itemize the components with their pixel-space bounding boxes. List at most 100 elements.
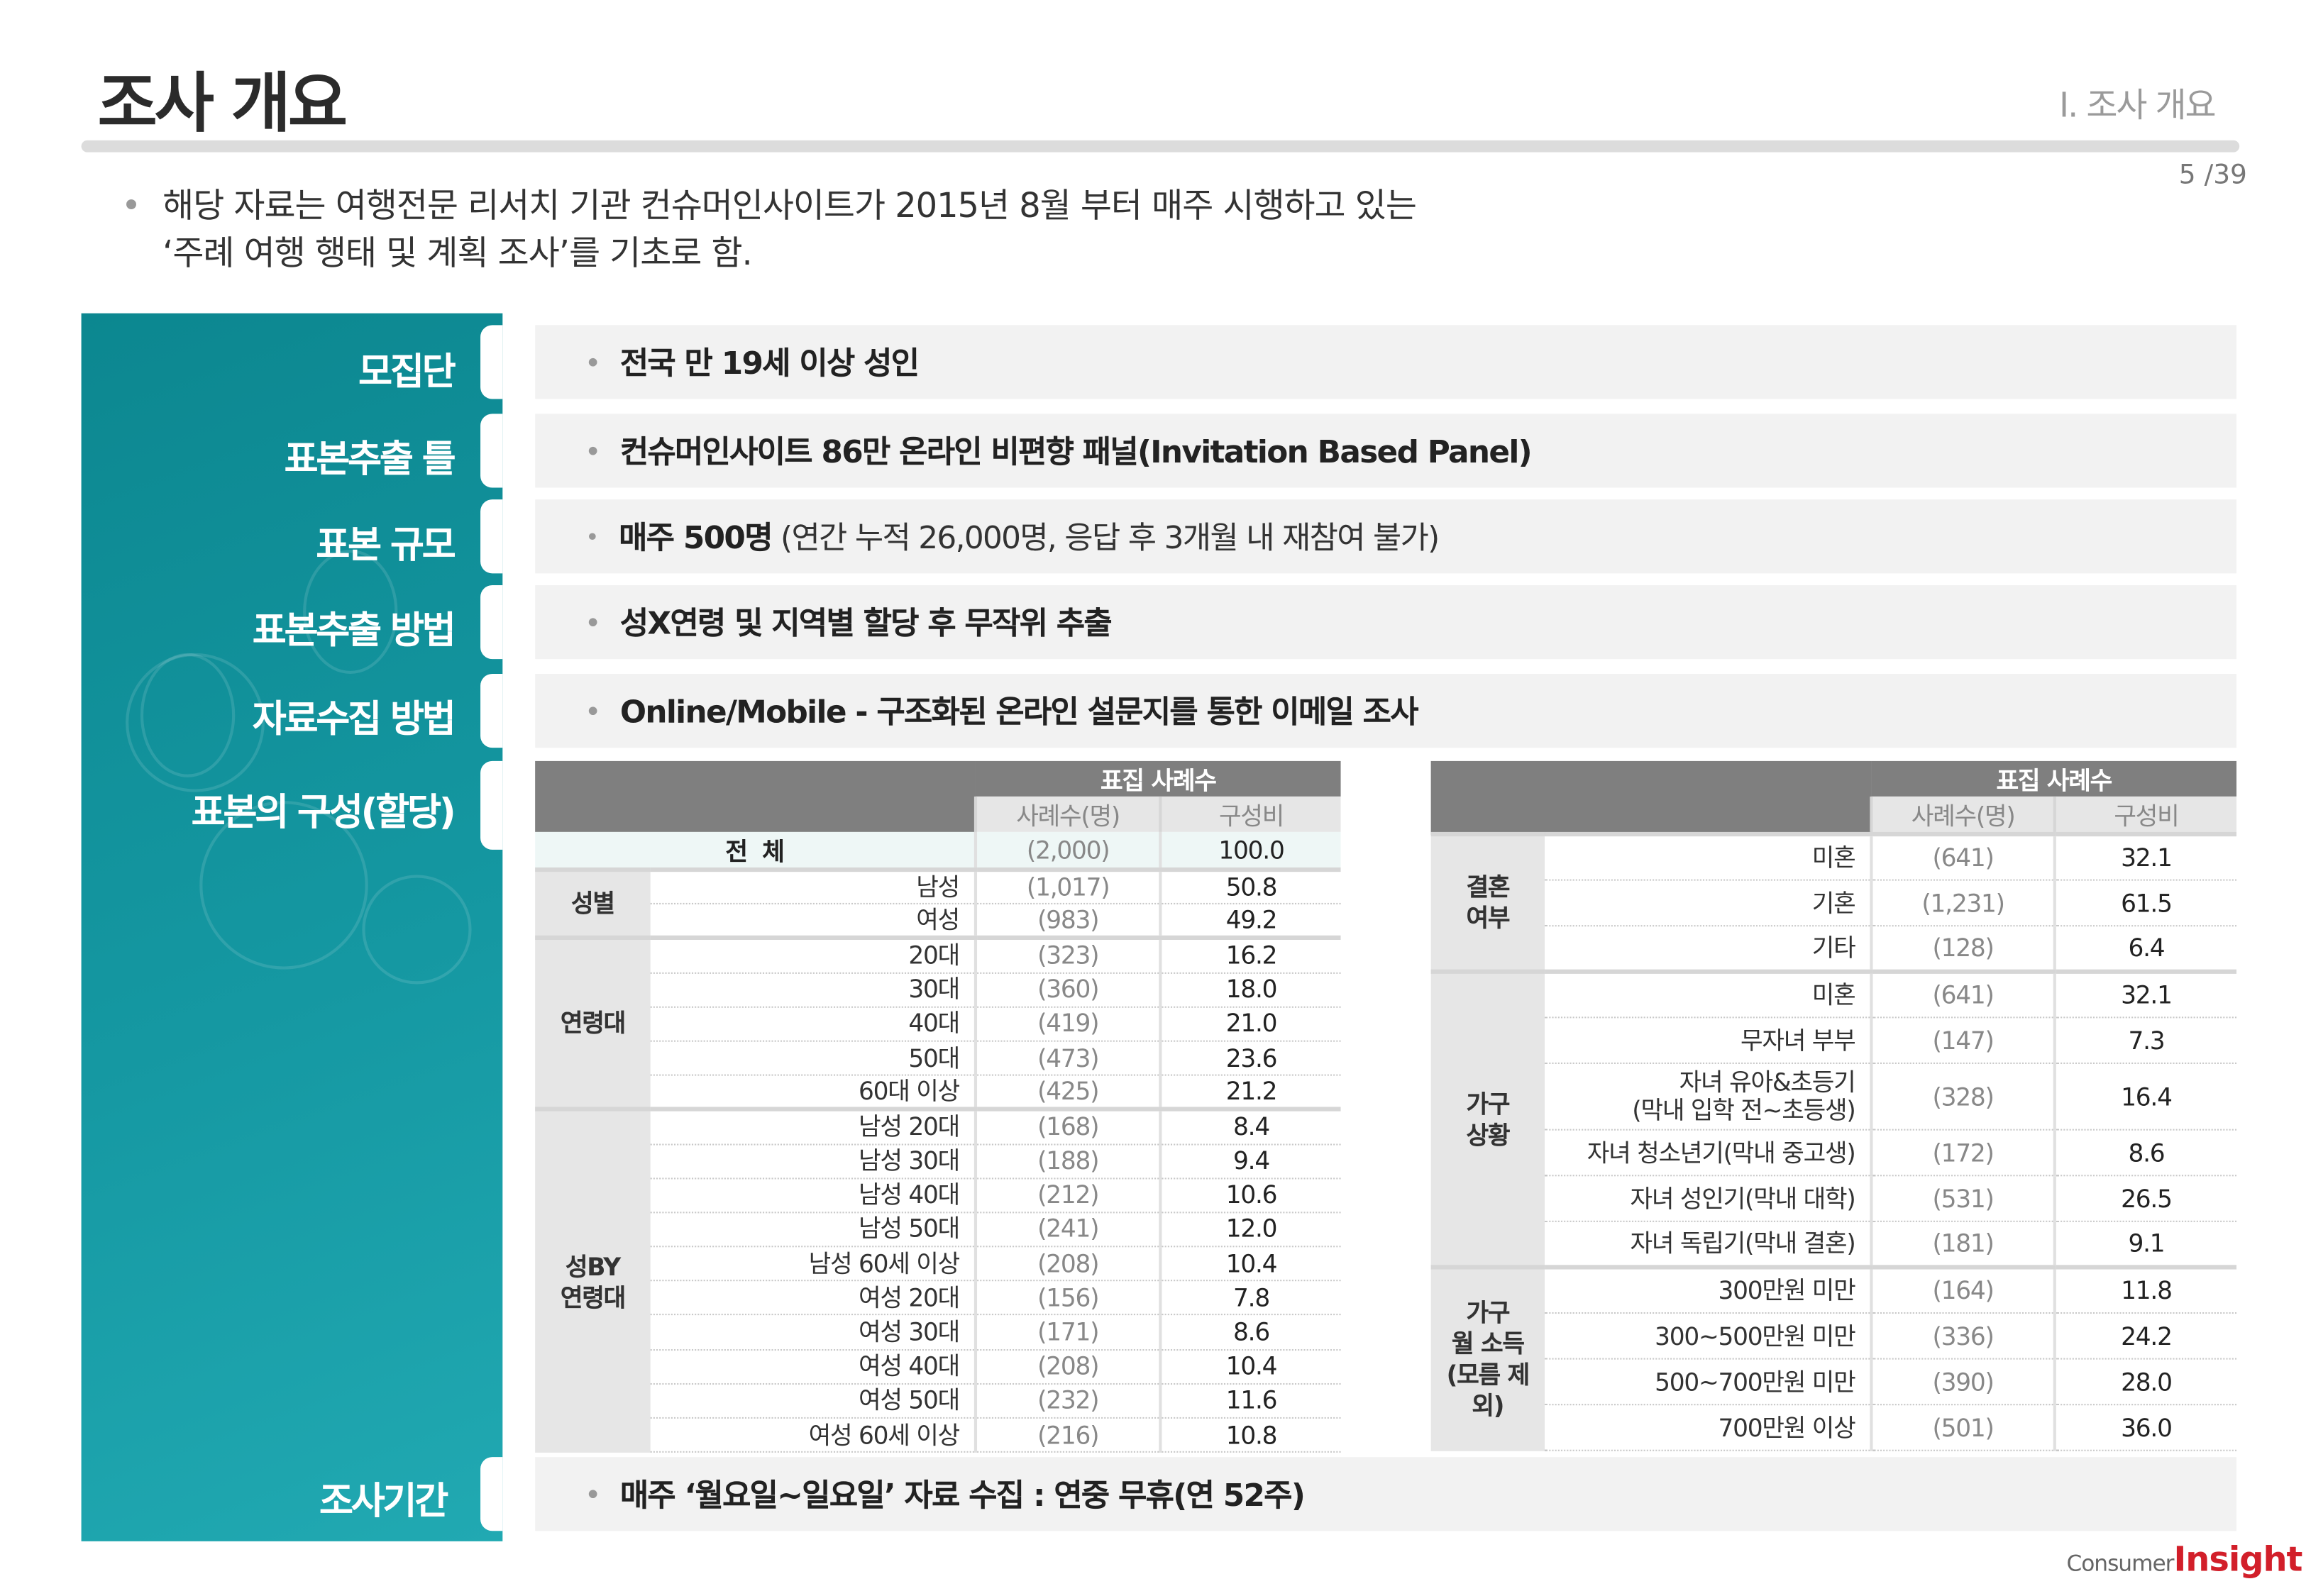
intro-line-1: 해당 자료는 여행전문 리서치 기관 컨슈머인사이트가 2015년 8월 부터 … (162, 187, 1417, 226)
sampling-method-row: • 성X연령 및 지역별 할당 후 무작위 추출 (535, 584, 2237, 660)
sidebar-item-population: 모집단 (358, 350, 456, 394)
sidebar-item-sampling-frame: 표본추출 틀 (284, 437, 456, 481)
row-count: (641) (1870, 969, 2055, 1019)
wifi-decoration-icon (362, 875, 472, 985)
row-ratio: 49.2 (1159, 904, 1341, 939)
row-label: 여성 (650, 904, 976, 939)
row-count: (188) (973, 1143, 1161, 1179)
sampling-frame-row: • 컨슈머인사이트 86만 온라인 비편향 패널(Invitation Based… (535, 414, 2237, 488)
table-row: 기타 (128) 6.4 (1431, 926, 2237, 972)
row-ratio: 7.8 (1159, 1280, 1341, 1317)
table-row: 여성 20대 (156) 7.8 (535, 1280, 1341, 1317)
row-ratio: 16.4 (2053, 1063, 2237, 1131)
header-count: 사례수(명) (1870, 796, 2055, 835)
person-decoration-icon (199, 801, 368, 970)
group-label: 가구 월 소득 (모름 제외) (1430, 1265, 1545, 1451)
collection-method-row: • Online/Mobile - 구조화된 온라인 설문지를 통한 이메일 조사 (535, 673, 2237, 748)
table-row: 30대 (360) 18.0 (535, 972, 1341, 1008)
row-label: 여성 60세 이상 (650, 1417, 976, 1453)
row-ratio: 32.1 (2053, 831, 2237, 881)
row-label: 300만원 미만 (1545, 1265, 1872, 1314)
row-ratio: 26.5 (2053, 1175, 2237, 1222)
logo-text-consumer: Consumer (2066, 1550, 2174, 1577)
table-row: 성별 남성 (1,017) 50.8 (535, 867, 1341, 938)
header-blank (535, 760, 976, 832)
period-row: • 매주 ‘월요일~일요일’ 자료 수집 : 연중 무휴(연 52주) (535, 1457, 2237, 1531)
row-label: 500~700만원 미만 (1545, 1358, 1872, 1406)
row-ratio: 24.2 (2053, 1313, 2237, 1360)
row-count: (531) (1870, 1175, 2055, 1222)
row-ratio: 11.8 (2053, 1265, 2237, 1314)
row-ratio: 28.0 (2053, 1358, 2237, 1406)
row-count: (128) (1870, 926, 2055, 972)
row-count: (164) (1870, 1265, 2055, 1314)
row-label: 기타 (1545, 926, 1872, 972)
row-label: 남성 40대 (650, 1177, 976, 1214)
row-count: (336) (1870, 1313, 2055, 1360)
row-ratio: 18.0 (1159, 972, 1341, 1008)
row-count: (208) (973, 1246, 1161, 1282)
row-count: (232) (973, 1383, 1161, 1419)
row-ratio: 8.6 (1159, 1315, 1341, 1351)
population-row: • 전국 만 19세 이상 성인 (535, 325, 2237, 399)
total-ratio: 100.0 (1159, 831, 1341, 870)
row-ratio: 6.4 (2053, 926, 2237, 972)
row-count: (323) (973, 936, 1161, 973)
bullet-icon: • (121, 187, 141, 226)
sidebar-tab (480, 584, 503, 660)
row-ratio: 7.3 (2053, 1017, 2237, 1064)
row-ratio: 8.6 (2053, 1129, 2237, 1177)
period-text: 매주 ‘월요일~일요일’ 자료 수집 : 연중 무휴(연 52주) (619, 1478, 1306, 1514)
table-row: 남성 30대 (188) 9.4 (535, 1143, 1341, 1179)
sample-composition-table-right: 표집 사례수 사례수(명) 구성비 결혼 여부 미혼 (641) 32.1 기혼 (1,23… (1430, 760, 2237, 1451)
table-row: 기혼 (1,231) 61.5 (1431, 880, 2237, 927)
table-row: 가구 상황 미혼 (641) 32.1 (1430, 969, 2237, 1268)
row-ratio: 23.6 (1159, 1041, 1341, 1076)
row-label: 남성 60세 이상 (650, 1246, 976, 1282)
row-count: (208) (973, 1349, 1161, 1385)
intro-line-2: ‘주례 여행 행태 및 계획 조사’를 기초로 함. (162, 235, 753, 274)
group-label: 성BY 연령대 (535, 1107, 651, 1453)
header-sample-count: 표집 사례수 (975, 760, 1341, 797)
sample-size-detail: (연간 누적 26,000명, 응답 후 3개월 내 재참여 불가) (771, 520, 1440, 556)
row-count: (1,231) (1870, 880, 2055, 927)
table-row: 자녀 독립기(막내 결혼) (181) 9.1 (1431, 1221, 2237, 1268)
group-label: 성별 (535, 867, 651, 938)
sample-size-text: 매주 500명 (619, 520, 773, 556)
table-row: 700만원 이상 (501) 36.0 (1431, 1404, 2237, 1451)
table-row: 자녀 성인기(막내 대학) (531) 26.5 (1431, 1175, 2237, 1222)
group-label: 연령대 (535, 936, 651, 1110)
sidebar-item-sampling-method: 표본추출 방법 (252, 609, 456, 652)
row-ratio: 8.4 (1159, 1107, 1341, 1145)
bullet-icon: • (585, 608, 600, 636)
headset-decoration-icon (126, 653, 265, 792)
row-label: 무자녀 부부 (1545, 1017, 1872, 1064)
sidebar-tab (480, 673, 503, 748)
row-label: 여성 20대 (650, 1280, 976, 1317)
group-label: 결혼 여부 (1430, 831, 1545, 972)
table-row: 남성 50대 (241) 12.0 (535, 1212, 1341, 1248)
row-ratio: 10.4 (1159, 1349, 1341, 1385)
consumer-insight-logo: ConsumerInsight (2066, 1541, 2302, 1580)
bullet-icon: • (585, 436, 600, 465)
row-count: (156) (973, 1280, 1161, 1317)
row-ratio: 61.5 (2053, 880, 2237, 927)
row-ratio: 21.2 (1159, 1075, 1341, 1111)
row-label: 여성 40대 (650, 1349, 976, 1385)
row-count: (328) (1870, 1063, 2055, 1131)
table-row: 300~500만원 미만 (336) 24.2 (1431, 1313, 2237, 1360)
table-row: 연령대 20대 (323) 16.2 (535, 936, 1341, 1110)
row-label: 남성 30대 (650, 1143, 976, 1179)
bullet-icon: • (585, 522, 600, 551)
row-ratio: 10.6 (1159, 1177, 1341, 1214)
sidebar-tab (480, 760, 503, 850)
logo-text-insight: Insight (2173, 1541, 2302, 1580)
header-ratio: 구성비 (1159, 796, 1341, 832)
table-row: 자녀 유아&초등기 (막내 입학 전~초등생) (328) 16.4 (1431, 1063, 2237, 1131)
total-count: (2,000) (973, 831, 1161, 870)
row-ratio: 10.4 (1159, 1246, 1341, 1282)
table-row: 50대 (473) 23.6 (535, 1041, 1341, 1076)
sample-size-row: • 매주 500명 (연간 누적 26,000명, 응답 후 3개월 내 재참여 … (535, 499, 2237, 574)
page-title: 조사 개요 (97, 66, 348, 142)
